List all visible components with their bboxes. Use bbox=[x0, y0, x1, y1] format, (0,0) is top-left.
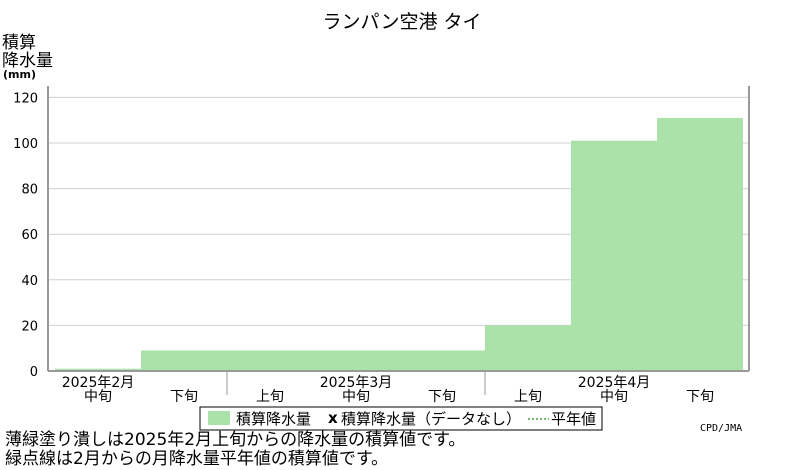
dekad-label: 中旬 bbox=[600, 389, 628, 405]
bar-5 bbox=[399, 350, 485, 371]
bar-8 bbox=[657, 117, 743, 371]
legend-swatch-accumulated bbox=[208, 411, 230, 425]
bar-2 bbox=[141, 350, 227, 371]
legend: 積算降水量 x 積算降水量（データなし） 平年値 bbox=[199, 406, 603, 431]
y-tick-label: 80 bbox=[21, 183, 38, 198]
legend-label-accumulated: 積算降水量 bbox=[236, 410, 311, 428]
y-tick-label: 60 bbox=[21, 228, 38, 243]
credit: CPD/JMA bbox=[700, 423, 742, 434]
dekad-label: 下旬 bbox=[428, 389, 456, 405]
data-area bbox=[55, 117, 743, 371]
dekad-label: 下旬 bbox=[170, 389, 198, 405]
caption-line-2: 緑点線は2月からの月降水量平年値の積算値です。 bbox=[5, 449, 389, 469]
bar-3 bbox=[227, 350, 313, 371]
y-tick-label: 120 bbox=[13, 91, 38, 106]
y-axis-label-line-1: 積算 bbox=[2, 33, 36, 53]
legend-box bbox=[199, 406, 603, 431]
month-label: 2025年3月 bbox=[320, 375, 393, 391]
caption-line-1: 薄緑塗り潰しは2025年2月上旬からの降水量の積算値です。 bbox=[5, 430, 466, 450]
month-label: 2025年2月 bbox=[62, 375, 135, 391]
chart-title: ランパン空港 タイ bbox=[323, 11, 482, 33]
y-axis-label-line-2: 降水量 bbox=[2, 51, 53, 71]
bar-6 bbox=[485, 325, 571, 371]
dekad-label: 上旬 bbox=[256, 389, 284, 405]
y-ticks: 0 20 40 60 80 100 120 bbox=[13, 91, 38, 380]
bar-7 bbox=[571, 140, 657, 371]
dekad-label: 中旬 bbox=[342, 389, 370, 405]
month-label: 2025年4月 bbox=[578, 375, 651, 391]
bar-1 bbox=[55, 368, 141, 371]
legend-label-missing: 積算降水量（データなし） bbox=[341, 410, 521, 428]
legend-label-normal: 平年値 bbox=[551, 410, 596, 428]
dekad-label: 上旬 bbox=[514, 389, 542, 405]
dekad-label: 下旬 bbox=[686, 389, 714, 405]
y-tick-label: 20 bbox=[21, 319, 38, 334]
dekad-label: 中旬 bbox=[84, 389, 112, 405]
legend-marker-missing: x bbox=[328, 409, 338, 427]
y-axis-unit: (mm) bbox=[3, 68, 36, 81]
bar-4 bbox=[313, 350, 399, 371]
y-tick-label: 100 bbox=[13, 137, 38, 152]
y-tick-label: 40 bbox=[21, 274, 38, 289]
y-tick-label: 0 bbox=[30, 365, 38, 380]
